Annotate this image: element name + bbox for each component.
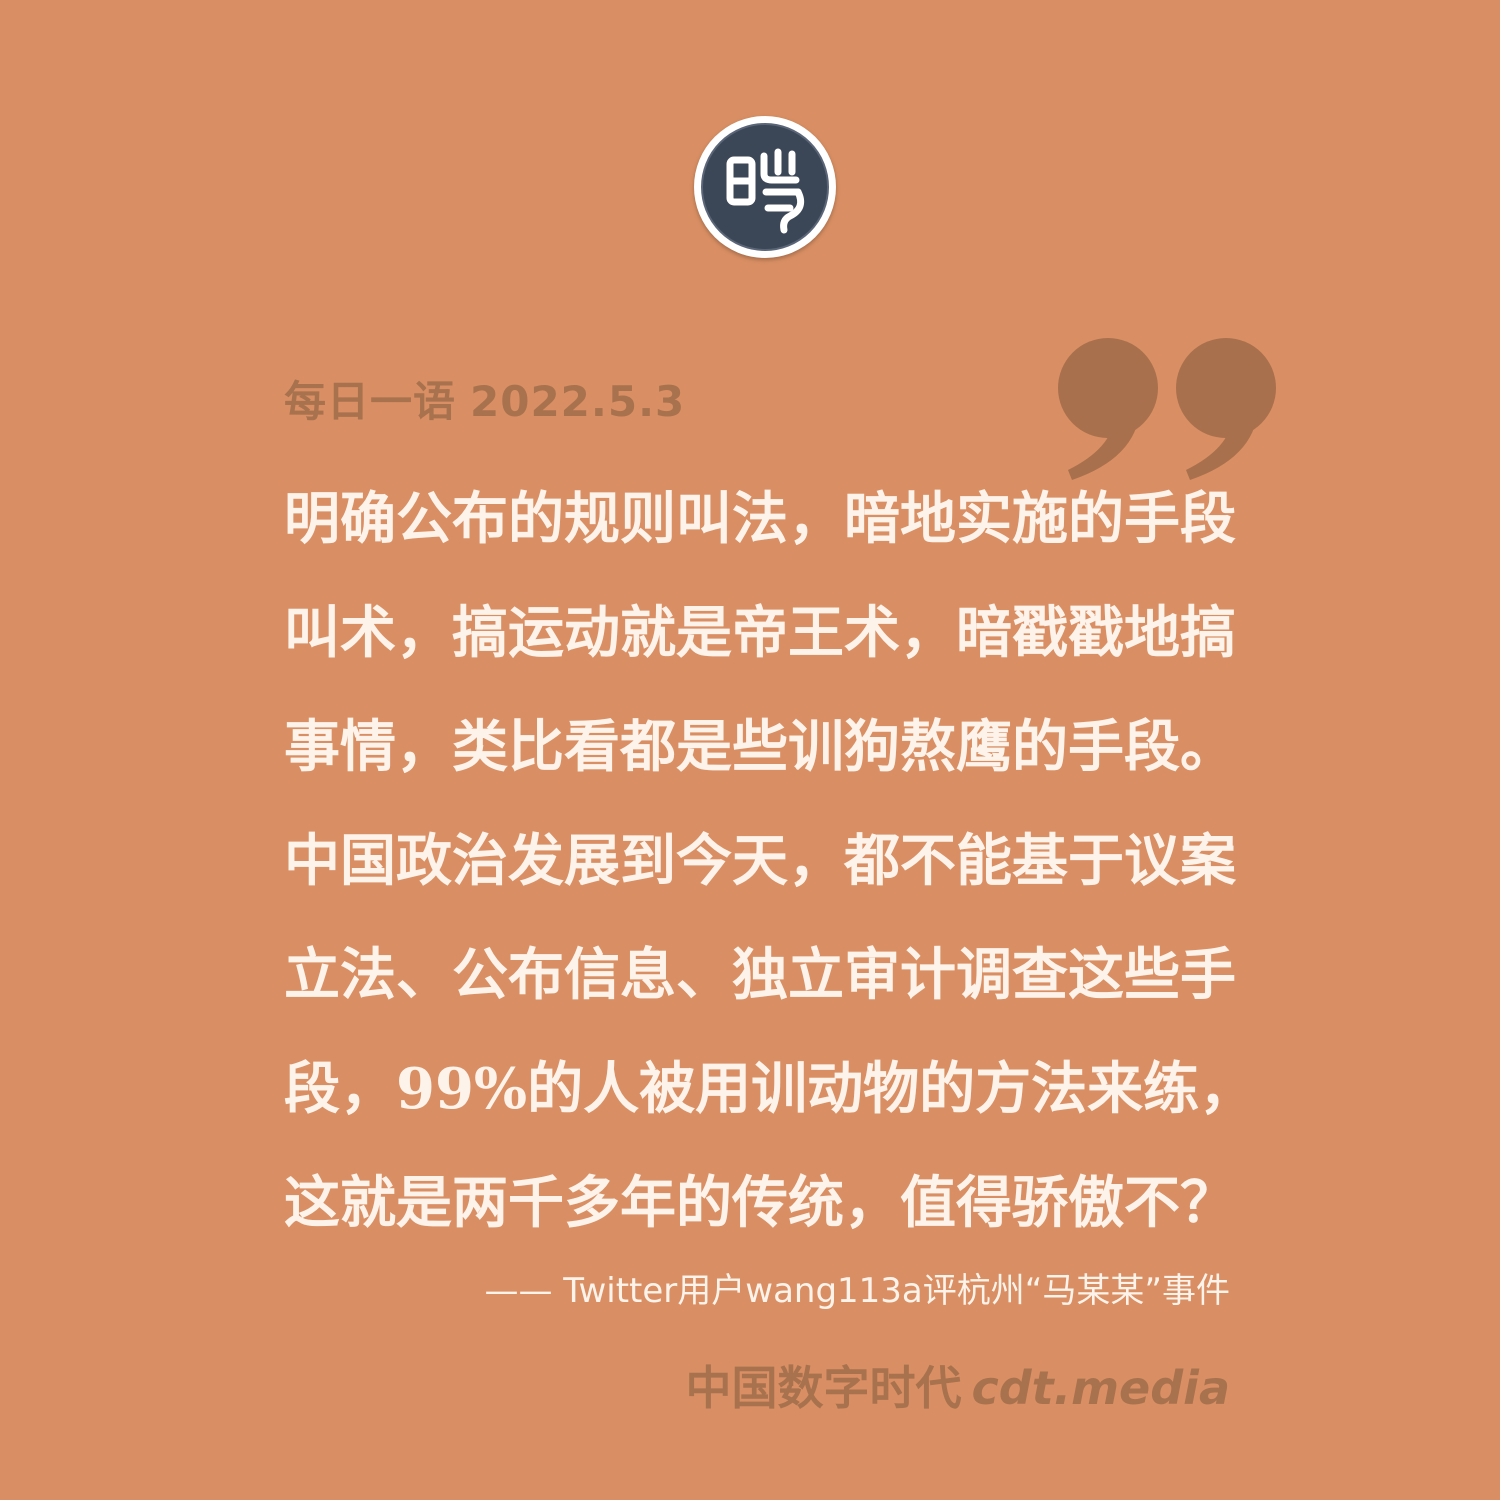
cdt-seal-logo-icon [701,123,829,251]
brand-url: cdt.media [971,1361,1230,1415]
cdt-logo [694,116,836,258]
quote-text: 明确公布的规则叫法，暗地实施的手段 叫术，搞运动就是帝王术，暗戳戳地搞 事情，类… [284,462,1264,1260]
quote-line: 明确公布的规则叫法，暗地实施的手段 [284,486,1236,552]
quote-line: 事情，类比看都是些训狗熬鹰的手段。 [284,714,1236,780]
quote-line: 段，99%的人被用训动物的方法来练， [284,1056,1256,1122]
date-label: 每日一语 [284,377,457,426]
brand-name: 中国数字时代 [685,1361,962,1415]
footer-brand: 中国数字时代 cdt.media [685,1352,1230,1418]
quote-attribution: —— Twitter用户wang113a评杭州“马某某”事件 [484,1271,1231,1311]
quote-line: 中国政治发展到今天，都不能基于议案 [284,828,1236,894]
date-value: 2022.5.3 [470,377,686,426]
closing-quote-icon [1058,338,1276,480]
quote-line: 立法、公布信息、独立审计调查这些手 [284,942,1236,1008]
quote-line: 叫术，搞运动就是帝王术，暗戳戳地搞 [284,600,1236,666]
date-header: 每日一语 2022.5.3 [284,368,685,429]
quote-line: 这就是两千多年的传统，值得骄傲不？ [284,1170,1236,1236]
